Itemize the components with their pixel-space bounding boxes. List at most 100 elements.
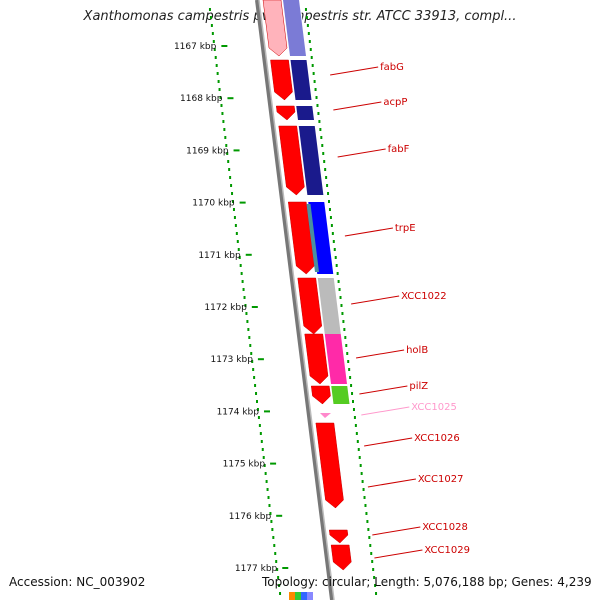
cds-arrow[interactable] (278, 125, 305, 196)
gene-label-xcc1026[interactable]: XCC1026 (414, 433, 460, 444)
inner-dot (333, 248, 336, 251)
kbp-tick (270, 462, 277, 465)
outer-dot (231, 192, 234, 195)
inner-dot (340, 304, 343, 307)
inner-dot (317, 112, 320, 115)
cog-block[interactable] (290, 60, 312, 100)
inner-dot (341, 312, 344, 315)
track-stub (307, 592, 313, 600)
cds-arrow[interactable] (287, 201, 315, 275)
outer-dot (265, 480, 268, 483)
kbp-tick (282, 567, 289, 569)
outer-dot (234, 224, 237, 227)
outer-dot (248, 336, 251, 339)
kbp-tick (227, 97, 234, 100)
outer-dot (252, 368, 255, 371)
outer-dot (264, 472, 267, 475)
outer-dot (257, 416, 260, 419)
cds-arrow[interactable] (297, 277, 323, 335)
kbp-label: 1176 kbp (229, 512, 272, 522)
outer-dot (209, 16, 212, 19)
cds-arrow[interactable] (310, 385, 331, 405)
outer-dot (268, 504, 271, 507)
outer-dot (213, 48, 216, 51)
cds-arrow[interactable] (315, 422, 344, 509)
inner-dot (349, 376, 352, 379)
callout-line (359, 385, 408, 395)
gene-label-xcc1029[interactable]: XCC1029 (424, 545, 470, 556)
outer-dot (266, 488, 269, 491)
cds-arrow[interactable] (270, 59, 293, 101)
inner-dot (318, 120, 321, 123)
outer-dot (251, 360, 254, 363)
inner-dot (337, 280, 340, 283)
gene-label-xcc1028[interactable]: XCC1028 (422, 522, 468, 533)
gene-label-trpe[interactable]: trpE (395, 223, 416, 234)
kbp-tick (233, 149, 240, 152)
cds-arrow[interactable] (304, 333, 329, 385)
inner-dot (375, 592, 378, 595)
cds-arrow[interactable] (275, 105, 296, 121)
inner-dot (347, 360, 350, 363)
outer-dot (212, 40, 215, 43)
inner-dot (348, 368, 351, 371)
inner-dot (371, 560, 374, 563)
cog-block[interactable] (331, 386, 350, 404)
cog-block[interactable] (298, 126, 324, 195)
backbone-shadow (258, 0, 335, 600)
cog-block[interactable] (296, 106, 314, 120)
inner-dot (368, 536, 371, 539)
gene-label-xcc1027[interactable]: XCC1027 (418, 474, 464, 485)
inner-dot-track (304, 8, 378, 595)
outer-dot (227, 160, 230, 163)
callout-line (372, 526, 421, 536)
outer-dot (225, 144, 228, 147)
gene-label-fabg[interactable]: fabG (380, 62, 404, 73)
outer-dot (270, 520, 273, 523)
inner-dot (343, 328, 346, 331)
callout-line (367, 478, 416, 488)
gene-label-xcc1025[interactable]: XCC1025 (411, 402, 457, 413)
outer-dot (271, 528, 274, 531)
cog-block[interactable] (308, 202, 334, 274)
inner-dot (316, 104, 319, 107)
gene-label-acpp[interactable]: acpP (383, 97, 407, 108)
gene-label-holb[interactable]: holB (406, 345, 428, 356)
outer-dot (241, 280, 244, 283)
inner-dot (319, 128, 322, 131)
cog-sliver[interactable] (306, 204, 320, 272)
gene-label-fabf[interactable]: fabF (388, 144, 410, 155)
inner-dot (310, 56, 313, 59)
cds-arrow[interactable] (328, 529, 349, 544)
gene-callouts: fabG acpP fabF trpE XCC1022 holB pilZ XCC1025 XC… (330, 62, 470, 559)
inner-dot (309, 48, 312, 51)
kbp-label: 1174 kbp (217, 407, 260, 417)
kbp-tick (276, 514, 283, 517)
cog-block[interactable] (283, 0, 306, 56)
gene-label-xcc1022[interactable]: XCC1022 (401, 291, 447, 302)
inner-dot (366, 520, 369, 523)
outer-dot (277, 576, 280, 579)
inner-dot (358, 456, 361, 459)
outer-dot (215, 64, 218, 67)
outer-dot (256, 400, 258, 403)
outer-dot (275, 560, 278, 563)
inner-dot (370, 552, 373, 555)
cds-arrow[interactable] (330, 544, 352, 571)
inner-dot (327, 192, 330, 195)
cog-block[interactable] (317, 278, 341, 334)
kbp-ruler: 1167 kbp 1168 kbp 1169 kbp 1170 kbp 1171 kbp… (174, 42, 289, 574)
gene-label-pilz[interactable]: pilZ (409, 381, 428, 392)
outer-dot (250, 352, 253, 355)
outer-dot (247, 328, 250, 331)
inner-dot (339, 296, 342, 299)
outer-dot (226, 152, 229, 155)
cog-block[interactable] (324, 334, 347, 384)
cds-arrow[interactable] (262, 0, 288, 57)
accession-text: Accession: NC_003902 (9, 575, 146, 589)
outer-dot (267, 496, 270, 499)
outer-dot (217, 80, 220, 83)
cds-arrow-small[interactable] (320, 413, 331, 418)
inner-dot (374, 584, 377, 587)
